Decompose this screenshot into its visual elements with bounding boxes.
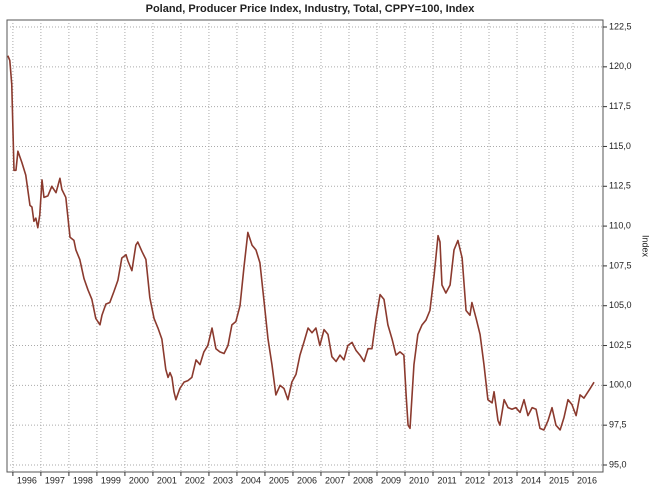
y-tick-label: 115,0: [609, 141, 631, 151]
x-tick-label: 1997: [45, 475, 65, 485]
x-tick-label: 2004: [241, 475, 261, 485]
x-tick-label: 2006: [297, 475, 317, 485]
x-tick-label: 2013: [493, 475, 513, 485]
x-tick-label: 2001: [157, 475, 177, 485]
y-tick-label: 112,5: [609, 181, 631, 191]
x-tick-label: 2015: [549, 475, 569, 485]
x-tick-label: 2007: [325, 475, 345, 485]
y-tick-label: 120,0: [609, 61, 632, 71]
y-tick-label: 97,5: [609, 420, 627, 430]
x-tick-label: 1996: [17, 475, 37, 485]
x-tick-label: 2014: [521, 475, 541, 485]
y-tick-label: 102,5: [609, 340, 632, 350]
y-tick-label: 117,5: [609, 101, 631, 111]
y-tick-label: 105,0: [609, 300, 632, 310]
x-tick-label: 2008: [353, 475, 373, 485]
y-axis-label: Index: [641, 235, 651, 258]
y-tick-label: 122,5: [609, 21, 632, 31]
x-tick-label: 1998: [73, 475, 93, 485]
y-tick-label: 110,0: [609, 220, 631, 230]
x-tick-label: 2016: [577, 475, 597, 485]
x-tick-label: 2000: [129, 475, 149, 485]
y-tick-label: 100,0: [609, 380, 632, 390]
x-tick-label: 2011: [437, 475, 456, 485]
data-line: [7, 55, 595, 431]
x-tick-label: 2009: [381, 475, 401, 485]
x-tick-label: 2012: [465, 475, 485, 485]
y-tick-label: 95,0: [609, 459, 627, 469]
x-tick-label: 2002: [185, 475, 205, 485]
chart-title: Poland, Producer Price Index, Industry, …: [146, 3, 476, 15]
x-tick-label: 2005: [269, 475, 289, 485]
y-tick-label: 107,5: [609, 260, 632, 270]
x-tick-label: 1999: [101, 475, 121, 485]
plot-frame: [6, 19, 604, 473]
x-tick-label: 2010: [409, 475, 429, 485]
x-tick-label: 2003: [213, 475, 233, 485]
